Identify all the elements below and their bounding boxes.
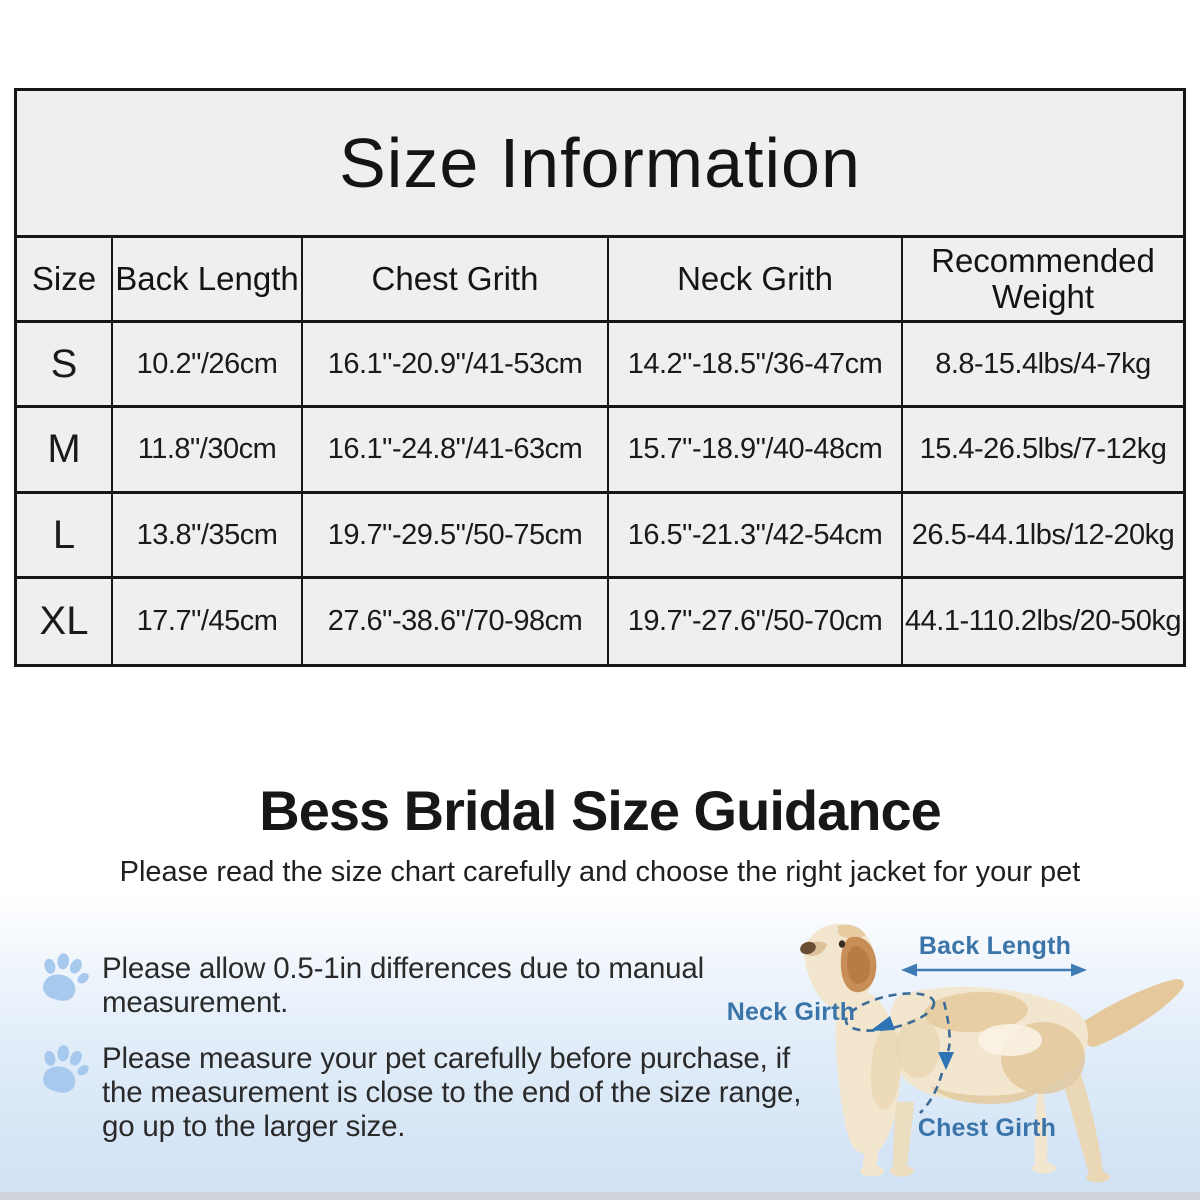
table-cell-chest-girth: 16.1"-20.9"/41-53cm [303,323,609,408]
column-header-size: Size [17,238,113,323]
dog-illustration [800,923,1184,1183]
guidance-section: Please allow 0.5-1in differences due to … [0,890,1200,1200]
page-title: Bess Bridal Size Guidance [259,779,941,842]
table-cell-size: S [17,323,113,408]
table-cell-weight: 15.4-26.5lbs/7-12kg [903,408,1183,494]
size-table: Size Information Size Back Length Chest … [14,88,1186,667]
table-cell-neck-girth: 19.7"-27.6"/50-70cm [609,579,903,664]
column-header-weight: Recommended Weight [903,238,1183,323]
table-title: Size Information [17,91,1183,238]
column-header-back-length: Back Length [113,238,303,323]
table-cell-back-length: 13.8"/35cm [113,494,303,579]
table-cell-weight: 8.8-15.4lbs/4-7kg [903,323,1183,408]
table-cell-neck-girth: 15.7"-18.9"/40-48cm [609,408,903,494]
neck-girth-label: Neck Girth [726,998,856,1026]
table-cell-back-length: 17.7"/45cm [113,579,303,664]
table-cell-weight: 44.1-110.2lbs/20-50kg [903,579,1183,664]
table-cell-neck-girth: 14.2"-18.5"/36-47cm [609,323,903,408]
column-header-neck-girth: Neck Grith [609,238,903,323]
bottom-edge-strip [0,1192,1200,1200]
note-measure-before-purchase: Please measure your pet carefully before… [102,1042,802,1143]
page-subtitle: Please read the size chart carefully and… [119,856,1081,888]
table-cell-chest-girth: 16.1"-24.8"/41-63cm [303,408,609,494]
table-cell-neck-girth: 16.5"-21.3"/42-54cm [609,494,903,579]
table-cell-chest-girth: 19.7"-29.5"/50-75cm [303,494,609,579]
chest-girth-label: Chest Girth [917,1114,1057,1142]
table-cell-back-length: 10.2"/26cm [113,323,303,408]
back-length-label: Back Length [918,932,1072,960]
column-header-chest-girth: Chest Grith [303,238,609,323]
table-cell-size: XL [17,579,113,664]
paw-icon [43,1045,89,1093]
table-cell-weight: 26.5-44.1lbs/12-20kg [903,494,1183,579]
paw-icon [43,953,89,1001]
table-cell-size: M [17,408,113,494]
note-manual-measurement: Please allow 0.5-1in differences due to … [102,952,704,1019]
table-cell-size: L [17,494,113,579]
table-cell-chest-girth: 27.6"-38.6"/70-98cm [303,579,609,664]
table-cell-back-length: 11.8"/30cm [113,408,303,494]
